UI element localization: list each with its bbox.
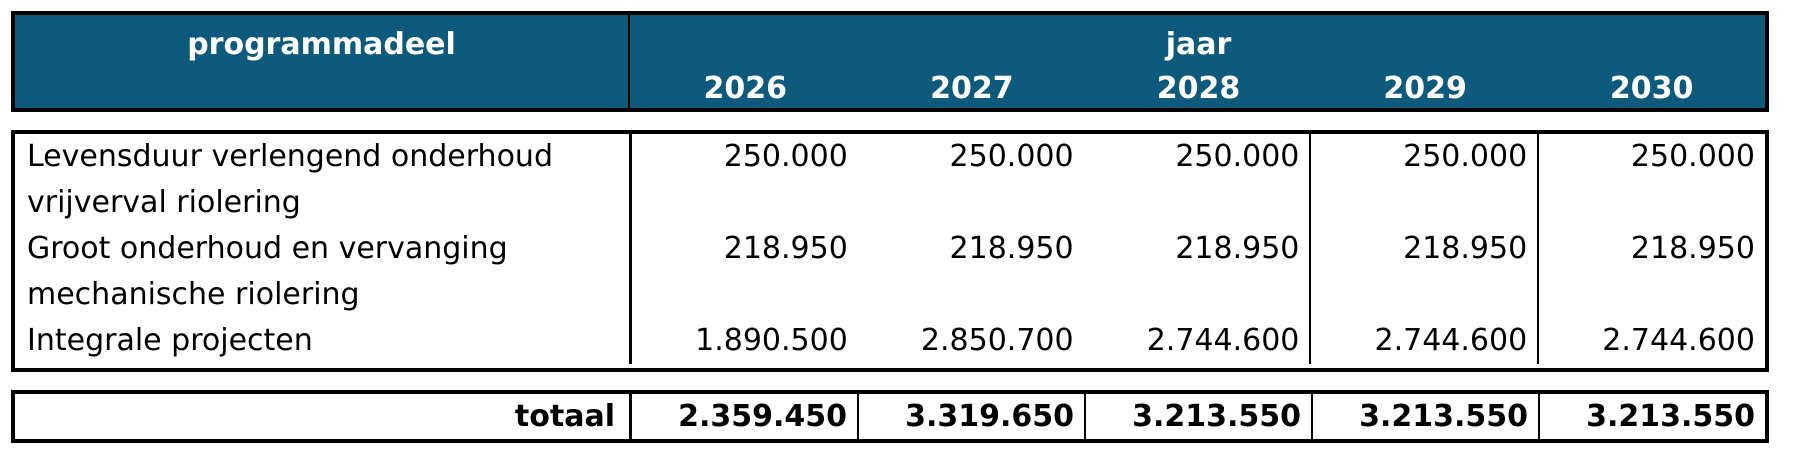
header-jaar: jaar: [1165, 27, 1232, 62]
row-label-line: Groot onderhoud en vervanging: [27, 231, 508, 266]
row-value-2029: 250.000: [1311, 134, 1540, 226]
table-row: Integrale projecten 1.890.500 2.850.700 …: [15, 318, 1765, 364]
total-value-2028: 3.213.550: [1086, 394, 1313, 439]
row-value-2027: 2.850.700: [920, 323, 1074, 358]
table-row: Levensduur verlengend onderhoud vrijverv…: [15, 134, 1765, 226]
row-value-2026: 218.950: [723, 231, 848, 266]
table-row: Groot onderhoud en vervanging mechanisch…: [15, 226, 1765, 318]
row-value-2027: 218.950: [949, 231, 1074, 266]
row-label-line: Levensduur verlengend onderhoud: [27, 139, 553, 174]
row-label-line: vrijverval riolering: [27, 185, 301, 220]
total-value-2029: 3.213.550: [1313, 394, 1540, 439]
row-value-2030: 218.950: [1630, 231, 1755, 266]
row-value-2029: 218.950: [1311, 226, 1540, 318]
header-year-2026: 2026: [703, 71, 788, 106]
row-value-2026: 250.000: [723, 139, 848, 174]
row-value-2028: 2.744.600: [1084, 318, 1312, 364]
row-value-2028: 218.950: [1084, 226, 1312, 318]
table-body: Levensduur verlengend onderhoud vrijverv…: [11, 130, 1769, 372]
header-year-2030: 2030: [1609, 71, 1694, 106]
row-value-2030: 2.744.600: [1602, 323, 1755, 358]
header-year-2027: 2027: [930, 71, 1014, 106]
header-year-2029: 2029: [1383, 71, 1467, 106]
total-row: totaal 2.359.450 3.319.650 3.213.550 3.2…: [15, 394, 1765, 439]
row-value-2026: 1.890.500: [695, 323, 848, 358]
row-value-2027: 250.000: [949, 139, 1074, 174]
header-programmadeel: programmadeel: [15, 15, 630, 108]
total-value-2027: 3.319.650: [859, 394, 1086, 439]
row-value-2029: 2.744.600: [1311, 318, 1540, 364]
row-label-line: mechanische riolering: [27, 277, 360, 312]
table-header: programmadeel jaar 2026 2027 2028 2029 2…: [11, 11, 1769, 112]
header-year-2028: 2028: [1156, 71, 1241, 106]
total-label: totaal: [15, 394, 632, 439]
row-label: Levensduur verlengend onderhoud vrijverv…: [15, 134, 632, 226]
row-label: Groot onderhoud en vervanging mechanisch…: [15, 226, 632, 318]
total-value-2026: 2.359.450: [632, 394, 859, 439]
header-years: 2026 2027 2028 2029 2030: [632, 71, 1765, 106]
row-value-2030: 250.000: [1630, 139, 1755, 174]
row-label: Integrale projecten: [15, 318, 632, 364]
row-value-2028: 250.000: [1084, 134, 1312, 226]
total-value-2030: 3.213.550: [1586, 399, 1755, 434]
table-total: totaal 2.359.450 3.319.650 3.213.550 3.2…: [11, 390, 1769, 443]
